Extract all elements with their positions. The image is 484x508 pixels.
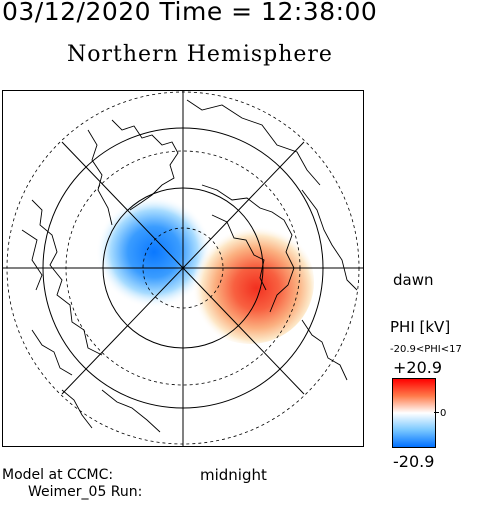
- colorbar-max-label: +20.9: [393, 358, 443, 377]
- polar-map: [2, 90, 364, 447]
- colorbar-min-label: -20.9: [393, 452, 435, 471]
- colorbar-title: PHI [kV]: [390, 318, 451, 336]
- run-label: Weimer_05 Run:: [28, 484, 143, 500]
- coastlines: [21, 99, 358, 433]
- colorbar-zero-tick: [434, 412, 439, 413]
- colorbar: [392, 378, 436, 448]
- dawn-label: dawn: [393, 271, 434, 289]
- colorbar-zero-label: 0: [440, 408, 447, 419]
- grid-lines: [3, 91, 363, 446]
- datetime-label: 03/12/2020 Time = 12:38:00: [2, 0, 378, 26]
- potential-range-note: -20.9<PHI<17: [390, 344, 462, 355]
- model-label: Model at CCMC:: [2, 467, 114, 483]
- midnight-label: midnight: [200, 466, 267, 484]
- hemisphere-title: Northern Hemisphere: [67, 42, 333, 67]
- positive-potential-cell: [186, 220, 314, 344]
